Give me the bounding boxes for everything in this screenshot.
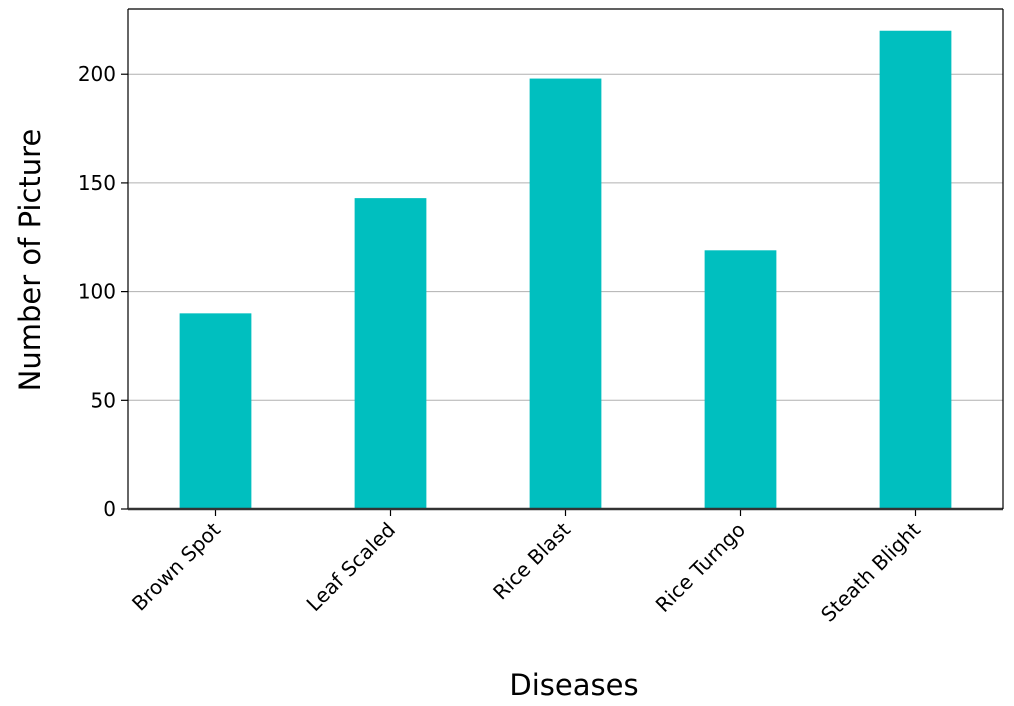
x-tick-label: Rice Turngo <box>651 518 750 617</box>
x-tick-label: Rice Blast <box>488 517 575 604</box>
y-tick-label: 200 <box>78 62 116 86</box>
x-axis-title: Diseases <box>509 668 638 702</box>
bar-steath-blight <box>879 30 952 509</box>
bar-rice-turngo <box>704 250 777 509</box>
axes <box>121 8 1004 516</box>
y-tick-label: 0 <box>103 497 116 521</box>
x-tick-label: Leaf Scaled <box>302 518 400 616</box>
x-tick-label: Brown Spot <box>127 517 225 615</box>
y-axis-title: Number of Picture <box>13 129 47 392</box>
x-tick-labels: Brown Spot Leaf Scaled Rice Blast Rice Turn… <box>127 517 925 626</box>
bar-rice-blast <box>529 78 602 509</box>
x-tick-label: Steath Blight <box>816 517 925 626</box>
bar-leaf-scaled <box>354 198 427 509</box>
bars <box>179 30 952 509</box>
y-tick-label: 50 <box>91 388 116 412</box>
y-tick-label: 100 <box>78 280 116 304</box>
bar-brown-spot <box>179 313 252 509</box>
y-tick-labels: 0 50 100 150 200 <box>78 62 116 521</box>
y-tick-label: 150 <box>78 171 116 195</box>
